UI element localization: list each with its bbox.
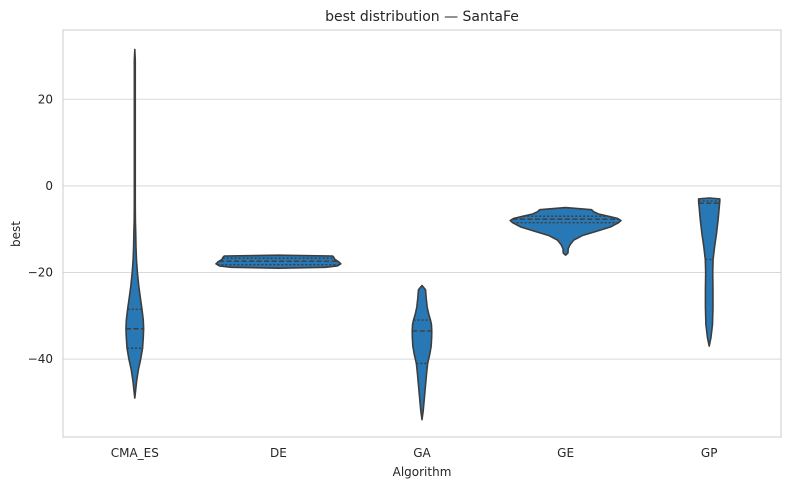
x-tick-label: DE <box>270 446 287 460</box>
violin-body <box>509 206 622 256</box>
x-axis-label: Algorithm <box>393 465 452 479</box>
y-tick-label: −20 <box>28 265 53 279</box>
x-tick-label: CMA_ES <box>111 446 159 460</box>
x-tick-labels: CMA_ES DE GA GE GP <box>111 446 718 460</box>
violin-cma-es <box>125 48 145 399</box>
violin-ga <box>411 284 433 421</box>
y-tick-label: 0 <box>45 179 53 193</box>
x-tick-label: GA <box>413 446 431 460</box>
plot-frame <box>62 29 782 438</box>
violin-body <box>125 48 145 399</box>
y-tick-label: 20 <box>38 92 53 106</box>
chart-title: best distribution — SantaFe <box>325 9 519 25</box>
violin-gp <box>697 197 721 347</box>
y-tick-labels: 20 0 −20 −40 <box>28 92 53 366</box>
violin-de <box>215 254 342 269</box>
x-tick-label: GE <box>557 446 574 460</box>
violins <box>125 48 721 421</box>
x-tick-label: GP <box>701 446 718 460</box>
violin-body <box>411 284 433 421</box>
violin-body <box>697 197 721 347</box>
y-axis-label: best <box>9 221 23 247</box>
violin-ge <box>509 206 622 256</box>
y-tick-label: −40 <box>28 352 53 366</box>
